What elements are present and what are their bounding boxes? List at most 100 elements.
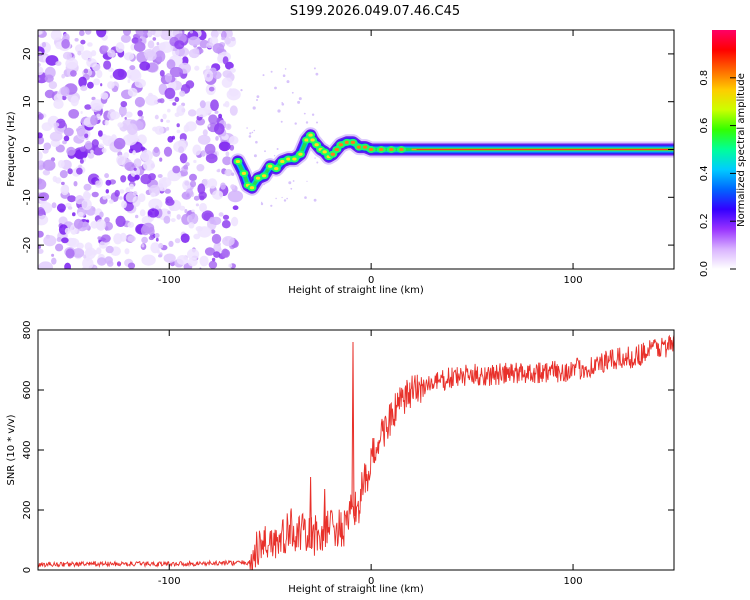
noise-speckle [119,196,123,200]
ridge-blob-core [344,140,350,144]
noise-speckle [140,115,144,120]
noise-speckle [159,157,163,162]
noise-speckle [189,30,193,34]
noise-speckle [225,151,230,157]
noise-speckle [210,99,219,111]
noise-speckle [147,40,155,49]
spectrogram-signal-ridge [229,127,674,196]
noise-speckle [159,41,174,53]
noise-speckle [45,55,59,66]
noise-speckle [208,86,215,92]
noise-speckle [87,81,94,89]
noise-speckle [144,50,157,61]
noise-dot [264,150,266,153]
noise-speckle [207,178,218,189]
noise-speckle [38,192,50,202]
ridge-blob-core [322,150,327,154]
noise-speckle [83,68,89,74]
noise-speckle [180,138,185,143]
noise-speckle [179,205,186,211]
noise-speckle [160,118,164,123]
noise-speckle [157,180,168,192]
noise-speckle [222,236,235,247]
noise-speckle [38,113,44,120]
noise-speckle [44,89,55,99]
noise-speckle [104,217,110,224]
noise-speckle [119,189,125,194]
noise-speckle [185,80,195,89]
noise-speckle [189,173,197,181]
noise-speckle [228,88,239,97]
noise-speckle [38,261,53,269]
ridge-blob-core [389,147,394,152]
noise-speckle [96,247,102,255]
x-tick-label: 0 [368,275,374,286]
noise-speckle [41,42,47,48]
noise-speckle [176,129,181,134]
y-tick-label: 20 [22,48,33,61]
ridge-blob-core [304,138,309,142]
noise-speckle [206,73,210,78]
noise-speckle [158,242,164,249]
noise-speckle [152,37,157,41]
noise-dot [249,132,252,135]
noise-speckle [150,192,156,198]
noise-dot [298,97,302,101]
noise-speckle [86,58,97,68]
noise-speckle [208,124,211,128]
noise-speckle [120,34,131,43]
noise-dot [281,196,283,199]
noise-speckle [188,213,199,225]
noise-speckle [200,150,206,157]
spectrogram-noise-region [38,30,320,269]
noise-dot [251,131,254,134]
noise-speckle [133,167,137,171]
noise-speckle [211,233,222,244]
noise-speckle [50,30,62,41]
noise-speckle [78,76,87,88]
noise-speckle [132,150,136,156]
noise-speckle [65,248,75,259]
noise-speckle [38,66,44,76]
noise-speckle [68,109,80,119]
noise-speckle [164,87,176,99]
noise-speckle [140,149,153,162]
noise-speckle [55,61,62,66]
noise-dot [282,74,286,77]
noise-speckle [64,227,71,235]
noise-speckle [81,50,93,61]
noise-speckle [57,160,65,168]
noise-dot [260,202,264,206]
noise-speckle [163,215,171,224]
noise-speckle [140,36,147,44]
noise-speckle [77,50,82,56]
noise-dot [253,154,257,158]
noise-speckle [105,194,111,200]
noise-speckle [85,247,96,260]
noise-speckle [109,75,113,79]
x-tick-label: 0 [368,576,374,587]
noise-speckle [139,61,151,71]
y-tick-label: 10 [22,95,33,108]
noise-speckle [62,140,67,145]
noise-speckle [38,77,41,81]
noise-speckle [90,114,98,126]
noise-speckle [157,174,163,178]
noise-dot [252,106,256,110]
noise-speckle [62,51,73,60]
noise-speckle [114,189,120,197]
noise-speckle [104,173,109,179]
noise-dot [313,67,316,70]
noise-speckle [80,146,86,152]
ridge-blob-core [314,143,319,147]
noise-speckle [137,38,143,42]
ridge-blob-core [274,167,279,171]
noise-speckle [85,30,92,35]
noise-dot [316,121,318,124]
noise-dot [256,99,258,101]
noise-speckle [127,221,135,228]
noise-speckle [140,173,152,185]
spectrogram-ylabel: Frequency (Hz) [6,111,17,187]
noise-speckle [154,114,159,120]
noise-speckle [38,62,41,67]
